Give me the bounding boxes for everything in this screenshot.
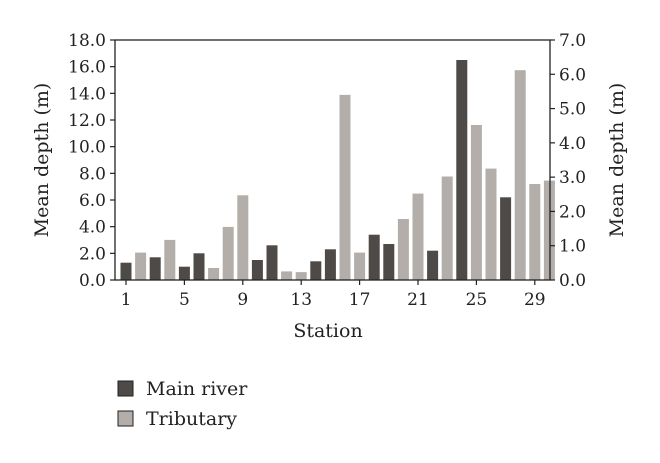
- tributary-bar-2: [135, 252, 147, 280]
- main-river-bar-15: [324, 249, 336, 280]
- left-y-tick-label: 2.0: [79, 244, 106, 264]
- right-y-tick-label: 6.0: [559, 65, 586, 85]
- right-y-tick-label: 1.0: [559, 237, 586, 257]
- x-tick-label: 13: [290, 290, 312, 310]
- x-tick-label: 17: [349, 290, 371, 310]
- legend-swatch-main-river: [117, 380, 134, 397]
- tributary-bar-16: [339, 94, 351, 281]
- legend-label-main-river: Main river: [146, 378, 248, 400]
- left-y-axis: 0.0 2.0 4.0 6.0 8.0 10.0 12.0 14.0 16.0 18.0: [68, 31, 115, 291]
- tributary-bar-9: [237, 195, 249, 280]
- main-river-bar-14: [310, 261, 322, 280]
- right-y-tick-label: 7.0: [559, 31, 586, 51]
- main-river-bar-1: [120, 262, 132, 280]
- tributary-bar-7: [208, 268, 220, 280]
- left-y-tick-label: 0.0: [79, 271, 106, 291]
- right-y-tick-label: 2.0: [559, 202, 586, 222]
- tributary-bar-17: [354, 252, 366, 280]
- tributary-bar-28: [514, 70, 526, 280]
- tributary-bar-21: [412, 193, 424, 280]
- x-tick-label: 21: [407, 290, 429, 310]
- left-y-tick-label: 6.0: [79, 191, 106, 211]
- x-tick-label: 29: [524, 290, 546, 310]
- main-river-bar-10: [251, 260, 263, 280]
- tributary-bar-26: [485, 168, 497, 280]
- tributary-bars: [135, 70, 555, 281]
- right-y-tick-label: 0.0: [559, 271, 586, 291]
- tributary-bar-13: [295, 272, 307, 280]
- main-river-bar-24: [456, 60, 468, 280]
- tributary-bar-29: [529, 184, 541, 280]
- left-y-tick-label: 10.0: [68, 138, 106, 158]
- left-y-tick-label: 14.0: [68, 84, 106, 104]
- main-river-bar-18: [368, 234, 380, 280]
- left-y-tick-label: 8.0: [79, 164, 106, 184]
- left-y-tick-label: 12.0: [68, 111, 106, 131]
- tributary-bar-12: [281, 271, 293, 280]
- main-river-bar-22: [427, 250, 439, 280]
- x-tick-label: 1: [121, 290, 132, 310]
- right-y-axis-title: Mean depth (m): [606, 83, 628, 238]
- left-y-tick-label: 16.0: [68, 58, 106, 78]
- main-river-bar-3: [149, 257, 161, 280]
- right-y-tick-label: 3.0: [559, 168, 586, 188]
- plot-frame: [114, 39, 551, 281]
- legend-swatch-tributary: [117, 410, 134, 427]
- right-y-axis: 0.0 1.0 2.0 3.0 4.0 5.0 6.0 7.0: [550, 31, 586, 291]
- main-river-bar-27: [500, 197, 512, 280]
- x-tick-label: 5: [179, 290, 190, 310]
- tributary-bar-4: [164, 239, 176, 280]
- right-y-tick-label: 4.0: [559, 134, 586, 154]
- main-river-bar-19: [383, 244, 395, 280]
- legend-label-tributary: Tributary: [146, 408, 237, 430]
- main-river-bar-6: [193, 253, 205, 280]
- x-tick-label: 25: [466, 290, 488, 310]
- x-axis: 1 5 9 13 17 21 25 29: [121, 280, 546, 310]
- tributary-bar-25: [470, 125, 482, 280]
- tributary-bar-20: [397, 219, 409, 280]
- legend: Main river Tributary: [117, 378, 248, 430]
- x-tick-label: 9: [237, 290, 248, 310]
- left-y-axis-title: Mean depth (m): [31, 83, 53, 238]
- left-y-tick-label: 4.0: [79, 218, 106, 238]
- tributary-bar-23: [441, 176, 453, 280]
- right-y-tick-label: 5.0: [559, 100, 586, 120]
- main-river-bar-5: [178, 266, 190, 280]
- x-axis-title: Station: [293, 320, 362, 342]
- left-y-tick-label: 18.0: [68, 31, 106, 51]
- main-river-bar-11: [266, 245, 278, 280]
- main-river-bars: [120, 60, 512, 280]
- tributary-bar-8: [222, 226, 234, 280]
